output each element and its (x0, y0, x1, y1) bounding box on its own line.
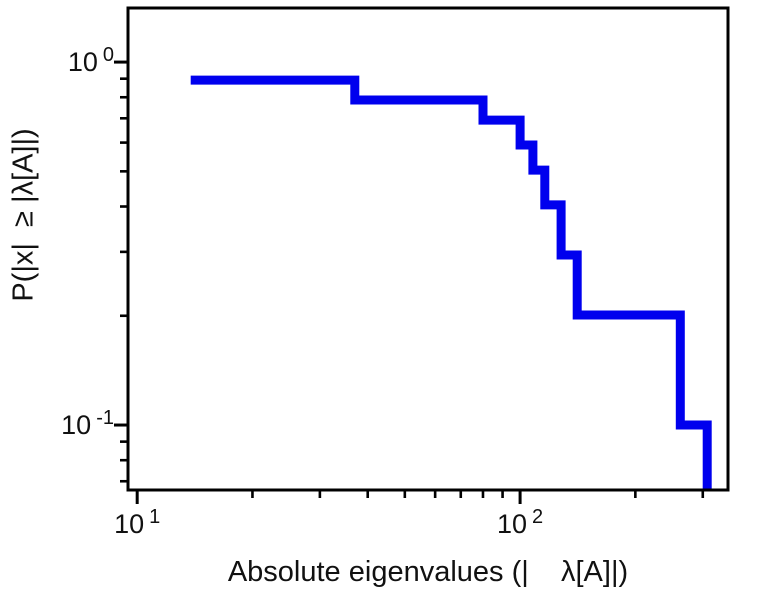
tick-base: 10 (114, 509, 145, 539)
x-tick-label-10e2: 10 2 (460, 506, 580, 540)
tick-exponent: 1 (149, 506, 161, 528)
tick-exponent: -1 (96, 407, 114, 430)
x-axis-label: Absolute eigenvalues (| λ[A]|) (227, 556, 629, 588)
y-axis-ticks (114, 60, 128, 483)
tick-base: 10 (61, 410, 92, 441)
x-axis-ticks (135, 490, 705, 504)
ccdf-step-line (190, 75, 712, 490)
plot-frame (126, 6, 730, 492)
tick-exponent: 2 (532, 506, 544, 528)
y-tick-label-10e-1: 10 -1 (6, 407, 114, 441)
y-axis-label: P(|x| ≥ |λ[A]|) (7, 128, 40, 302)
tick-base: 10 (67, 47, 98, 78)
tick-exponent: 0 (102, 44, 114, 67)
y-tick-label-10e0: 10 0 (6, 44, 114, 78)
tick-base: 10 (496, 509, 528, 539)
x-tick-label-10e1: 10 1 (77, 506, 197, 540)
